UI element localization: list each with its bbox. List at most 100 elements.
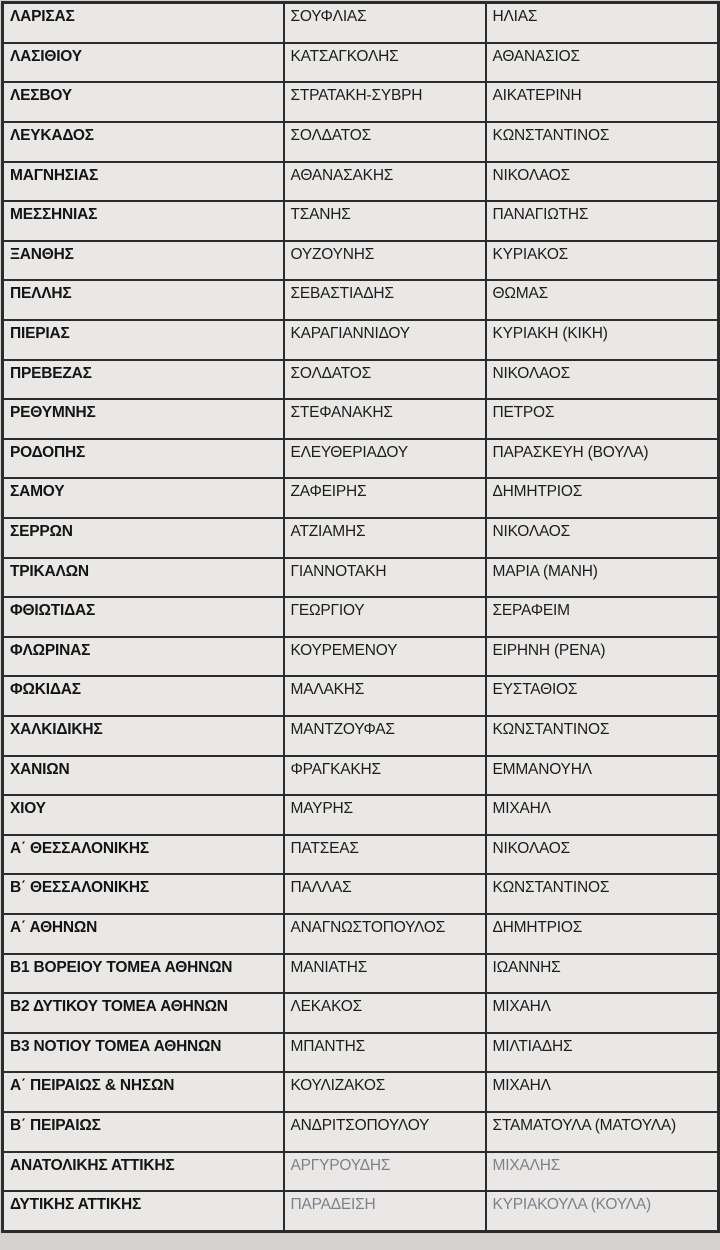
region-cell: ΣΑΜΟΥ — [1, 477, 285, 519]
region-cell: ΡΟΔΟΠΗΣ — [1, 437, 285, 480]
firstname-cell: ΝΙΚΟΛΑΟΣ — [484, 358, 720, 401]
region-cell: Β3 ΝΟΤΙΟΥ ΤΟΜΕΑ ΑΘΗΝΩΝ — [1, 1031, 285, 1074]
surname-cell: ΦΡΑΓΚΑΚΗΣ — [282, 754, 487, 797]
firstname-cell: ΚΥΡΙΑΚΟΣ — [484, 239, 720, 282]
region-cell: ΠΙΕΡΙΑΣ — [1, 319, 285, 361]
firstname-cell: ΝΙΚΟΛΑΟΣ — [484, 517, 720, 559]
table-row: ΦΘΙΩΤΙΔΑΣ ΓΕΩΡΓΙΟΥ ΣΕΡΑΦΕΙΜ — [1, 596, 720, 638]
table-row: Β3 ΝΟΤΙΟΥ ΤΟΜΕΑ ΑΘΗΝΩΝ ΜΠΑΝΤΗΣ ΜΙΛΤΙΑΔΗΣ — [1, 1031, 720, 1074]
firstname-cell: ΠΕΤΡΟΣ — [484, 398, 720, 440]
table-row: Β΄ ΠΕΙΡΑΙΩΣ ΑΝΔΡΙΤΣΟΠΟΥΛΟΥ ΣΤΑΜΑΤΟΥΛΑ (Μ… — [1, 1110, 720, 1153]
surname-cell: ΣΟΛΔΑΤΟΣ — [282, 121, 487, 163]
surname-cell: ΚΟΥΡΕΜΕΝΟΥ — [282, 635, 487, 678]
table-row: ΣΕΡΡΩΝ ΑΤΖΙΑΜΗΣ ΝΙΚΟΛΑΟΣ — [1, 517, 720, 559]
firstname-cell: ΕΙΡΗΝΗ (ΡΕΝΑ) — [484, 635, 720, 678]
region-cell: Β΄ ΠΕΙΡΑΙΩΣ — [1, 1110, 285, 1153]
table-row: ΡΟΔΟΠΗΣ ΕΛΕΥΘΕΡΙΑΔΟΥ ΠΑΡΑΣΚΕΥΗ (ΒΟΥΛΑ) — [1, 437, 720, 480]
table-row: ΧΙΟΥ ΜΑΥΡΗΣ ΜΙΧΑΗΛ — [1, 794, 720, 836]
firstname-cell: ΜΑΡΙΑ (ΜΑΝΗ) — [484, 556, 720, 599]
surname-cell: ΣΤΡΑΤΑΚΗ-ΣΥΒΡΗ — [282, 81, 487, 124]
firstname-cell: ΚΥΡΙΑΚΟΥΛΑ (ΚΟΥΛΑ) — [484, 1190, 720, 1233]
table-row: ΡΕΘΥΜΝΗΣ ΣΤΕΦΑΝΑΚΗΣ ΠΕΤΡΟΣ — [1, 398, 720, 440]
firstname-cell: ΠΑΝΑΓΙΩΤΗΣ — [484, 200, 720, 242]
surname-cell: ΣΕΒΑΣΤΙΑΔΗΣ — [282, 279, 487, 322]
firstname-cell: ΣΤΑΜΑΤΟΥΛΑ (ΜΑΤΟΥΛΑ) — [484, 1110, 720, 1153]
surname-cell: ΓΕΩΡΓΙΟΥ — [282, 596, 487, 638]
table-row: ΣΑΜΟΥ ΖΑΦΕΙΡΗΣ ΔΗΜΗΤΡΙΟΣ — [1, 477, 720, 519]
surname-cell: ΠΑΡΑΔΕΙΣΗ — [282, 1190, 487, 1233]
surname-cell: ΑΤΖΙΑΜΗΣ — [282, 517, 487, 559]
surname-cell: ΚΑΤΣΑΓΚΟΛΗΣ — [282, 41, 487, 84]
surname-cell: ΜΑΝΙΑΤΗΣ — [282, 952, 487, 995]
surname-cell: ΑΝΔΡΙΤΣΟΠΟΥΛΟΥ — [282, 1110, 487, 1153]
table-row: Β2 ΔΥΤΙΚΟΥ ΤΟΜΕΑ ΑΘΗΝΩΝ ΛΕΚΑΚΟΣ ΜΙΧΑΗΛ — [1, 992, 720, 1034]
table-row: ΑΝΑΤΟΛΙΚΗΣ ΑΤΤΙΚΗΣ ΑΡΓΥΡΟΥΔΗΣ ΜΙΧΑΛΗΣ — [1, 1150, 720, 1193]
firstname-cell: ΚΥΡΙΑΚΗ (ΚΙΚΗ) — [484, 319, 720, 361]
region-cell: Β΄ ΘΕΣΣΑΛΟΝΙΚΗΣ — [1, 873, 285, 915]
table-row: ΞΑΝΘΗΣ ΟΥΖΟΥΝΗΣ ΚΥΡΙΑΚΟΣ — [1, 239, 720, 282]
surname-cell: ΜΑΝΤΖΟΥΦΑΣ — [282, 714, 487, 757]
table-row: ΧΑΛΚΙΔΙΚΗΣ ΜΑΝΤΖΟΥΦΑΣ ΚΩΝΣΤΑΝΤΙΝΟΣ — [1, 714, 720, 757]
firstname-cell: ΔΗΜΗΤΡΙΟΣ — [484, 912, 720, 955]
table-row: Β1 ΒΟΡΕΙΟΥ ΤΟΜΕΑ ΑΘΗΝΩΝ ΜΑΝΙΑΤΗΣ ΙΩΑΝΝΗΣ — [1, 952, 720, 995]
table-row: ΜΕΣΣΗΝΙΑΣ ΤΣΑΝΗΣ ΠΑΝΑΓΙΩΤΗΣ — [1, 200, 720, 242]
region-cell: ΣΕΡΡΩΝ — [1, 517, 285, 559]
firstname-cell: ΝΙΚΟΛΑΟΣ — [484, 833, 720, 876]
firstname-cell: ΜΙΧΑΗΛ — [484, 992, 720, 1034]
region-cell: ΤΡΙΚΑΛΩΝ — [1, 556, 285, 599]
firstname-cell: ΣΕΡΑΦΕΙΜ — [484, 596, 720, 638]
region-cell: Α΄ ΘΕΣΣΑΛΟΝΙΚΗΣ — [1, 833, 285, 876]
firstname-cell: ΚΩΝΣΤΑΝΤΙΝΟΣ — [484, 714, 720, 757]
surname-cell: ΕΛΕΥΘΕΡΙΑΔΟΥ — [282, 437, 487, 480]
region-cell: Β2 ΔΥΤΙΚΟΥ ΤΟΜΕΑ ΑΘΗΝΩΝ — [1, 992, 285, 1034]
firstname-cell: ΜΙΧΑΛΗΣ — [484, 1150, 720, 1193]
surname-cell: ΣΤΕΦΑΝΑΚΗΣ — [282, 398, 487, 440]
surname-cell: ΜΑΛΑΚΗΣ — [282, 675, 487, 717]
firstname-cell: ΘΩΜΑΣ — [484, 279, 720, 322]
table-row: ΛΕΣΒΟΥ ΣΤΡΑΤΑΚΗ-ΣΥΒΡΗ ΑΙΚΑΤΕΡΙΝΗ — [1, 81, 720, 124]
region-cell: ΛΕΣΒΟΥ — [1, 81, 285, 124]
region-cell: ΛΕΥΚΑΔΟΣ — [1, 121, 285, 163]
firstname-cell: ΙΩΑΝΝΗΣ — [484, 952, 720, 995]
region-cell: ΛΑΣΙΘΙΟΥ — [1, 41, 285, 84]
table-row: ΛΑΡΙΣΑΣ ΣΟΥΦΛΙΑΣ ΗΛΙΑΣ — [1, 1, 720, 44]
firstname-cell: ΝΙΚΟΛΑΟΣ — [484, 160, 720, 203]
surname-cell: ΠΑΤΣΕΑΣ — [282, 833, 487, 876]
region-cell: ΛΑΡΙΣΑΣ — [1, 1, 285, 44]
region-cell: ΧΙΟΥ — [1, 794, 285, 836]
surname-cell: ΚΑΡΑΓΙΑΝΝΙΔΟΥ — [282, 319, 487, 361]
surname-cell: ΣΟΛΔΑΤΟΣ — [282, 358, 487, 401]
surname-cell: ΣΟΥΦΛΙΑΣ — [282, 1, 487, 44]
table-row: ΠΕΛΛΗΣ ΣΕΒΑΣΤΙΑΔΗΣ ΘΩΜΑΣ — [1, 279, 720, 322]
firstname-cell: ΑΙΚΑΤΕΡΙΝΗ — [484, 81, 720, 124]
firstname-cell: ΚΩΝΣΤΑΝΤΙΝΟΣ — [484, 121, 720, 163]
surname-cell: ΚΟΥΛΙΖΑΚΟΣ — [282, 1071, 487, 1113]
firstname-cell: ΠΑΡΑΣΚΕΥΗ (ΒΟΥΛΑ) — [484, 437, 720, 480]
firstname-cell: ΚΩΝΣΤΑΝΤΙΝΟΣ — [484, 873, 720, 915]
surname-cell: ΜΑΥΡΗΣ — [282, 794, 487, 836]
region-cell: ΠΕΛΛΗΣ — [1, 279, 285, 322]
table-row: ΛΕΥΚΑΔΟΣ ΣΟΛΔΑΤΟΣ ΚΩΝΣΤΑΝΤΙΝΟΣ — [1, 121, 720, 163]
surname-cell: ΑΝΑΓΝΩΣΤΟΠΟΥΛΟΣ — [282, 912, 487, 955]
firstname-cell: ΑΘΑΝΑΣΙΟΣ — [484, 41, 720, 84]
region-cell: ΧΑΝΙΩΝ — [1, 754, 285, 797]
firstname-cell: ΔΗΜΗΤΡΙΟΣ — [484, 477, 720, 519]
surname-cell: ΖΑΦΕΙΡΗΣ — [282, 477, 487, 519]
surname-cell: ΠΑΛΛΑΣ — [282, 873, 487, 915]
region-cell: ΔΥΤΙΚΗΣ ΑΤΤΙΚΗΣ — [1, 1190, 285, 1233]
table-row: ΔΥΤΙΚΗΣ ΑΤΤΙΚΗΣ ΠΑΡΑΔΕΙΣΗ ΚΥΡΙΑΚΟΥΛΑ (ΚΟ… — [1, 1190, 720, 1233]
surname-cell: ΟΥΖΟΥΝΗΣ — [282, 239, 487, 282]
surname-cell: ΑΘΑΝΑΣΑΚΗΣ — [282, 160, 487, 203]
surname-cell: ΓΙΑΝΝΟΤΑΚΗ — [282, 556, 487, 599]
surname-cell: ΜΠΑΝΤΗΣ — [282, 1031, 487, 1074]
table-row: ΠΙΕΡΙΑΣ ΚΑΡΑΓΙΑΝΝΙΔΟΥ ΚΥΡΙΑΚΗ (ΚΙΚΗ) — [1, 319, 720, 361]
table-row: ΠΡΕΒΕΖΑΣ ΣΟΛΔΑΤΟΣ ΝΙΚΟΛΑΟΣ — [1, 358, 720, 401]
table-row: Α΄ ΠΕΙΡΑΙΩΣ & ΝΗΣΩΝ ΚΟΥΛΙΖΑΚΟΣ ΜΙΧΑΗΛ — [1, 1071, 720, 1113]
firstname-cell: ΕΜΜΑΝΟΥΗΛ — [484, 754, 720, 797]
table-row: Α΄ ΘΕΣΣΑΛΟΝΙΚΗΣ ΠΑΤΣΕΑΣ ΝΙΚΟΛΑΟΣ — [1, 833, 720, 876]
region-cell: ΠΡΕΒΕΖΑΣ — [1, 358, 285, 401]
region-cell: ΜΑΓΝΗΣΙΑΣ — [1, 160, 285, 203]
table-row: ΦΛΩΡΙΝΑΣ ΚΟΥΡΕΜΕΝΟΥ ΕΙΡΗΝΗ (ΡΕΝΑ) — [1, 635, 720, 678]
region-cell: Α΄ ΑΘΗΝΩΝ — [1, 912, 285, 955]
table-row: ΤΡΙΚΑΛΩΝ ΓΙΑΝΝΟΤΑΚΗ ΜΑΡΙΑ (ΜΑΝΗ) — [1, 556, 720, 599]
